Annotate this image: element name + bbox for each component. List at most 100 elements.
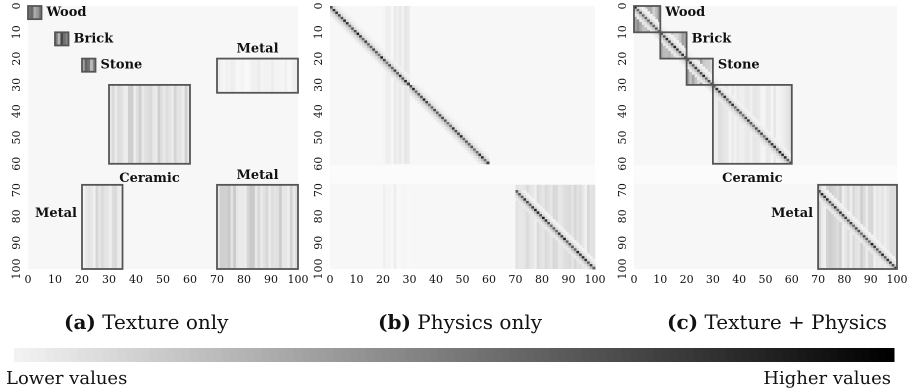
near-diagonal-cell bbox=[847, 224, 850, 228]
near-diagonal-cell bbox=[563, 245, 567, 249]
near-diagonal-cell bbox=[670, 34, 674, 38]
near-diagonal-cell bbox=[647, 21, 651, 25]
near-diagonal-cell bbox=[454, 137, 458, 141]
near-diagonal-cell bbox=[361, 29, 365, 33]
near-diagonal-cell bbox=[847, 221, 850, 225]
near-diagonal-cell bbox=[754, 119, 758, 123]
near-diagonal-cell bbox=[446, 113, 450, 117]
diagonal-cell bbox=[563, 237, 567, 241]
heatmap-cell-stripe bbox=[584, 184, 588, 269]
near-diagonal-cell bbox=[364, 34, 368, 38]
diagonal-cell bbox=[652, 24, 656, 28]
near-diagonal-cell bbox=[778, 153, 782, 157]
colorbar-step bbox=[222, 348, 231, 362]
near-diagonal-cell bbox=[849, 229, 853, 233]
near-diagonal-cell bbox=[770, 134, 774, 138]
near-diagonal-cell bbox=[544, 216, 548, 220]
near-diagonal-cell bbox=[438, 108, 442, 112]
heatmap-cell-stripe bbox=[712, 84, 716, 164]
near-diagonal-cell bbox=[773, 140, 777, 144]
diagonal-cell bbox=[639, 11, 643, 15]
near-diagonal-cell bbox=[783, 158, 787, 162]
near-diagonal-cell bbox=[446, 129, 450, 133]
heatmap-cell-stripe bbox=[98, 184, 102, 269]
heatmap-cell-stripe bbox=[222, 58, 226, 93]
near-diagonal-cell bbox=[406, 79, 410, 83]
diagonal-cell bbox=[770, 142, 774, 146]
near-diagonal-cell bbox=[383, 53, 386, 57]
diagonal-cell bbox=[345, 21, 350, 25]
near-diagonal-cell bbox=[340, 13, 344, 17]
near-diagonal-cell bbox=[783, 161, 787, 165]
colorbar-step bbox=[446, 348, 455, 362]
heatmap-cell-stripe bbox=[839, 184, 843, 269]
near-diagonal-cell bbox=[544, 226, 548, 230]
near-diagonal-cell bbox=[757, 134, 761, 138]
diagonal-cell bbox=[414, 90, 418, 94]
near-diagonal-cell bbox=[571, 253, 575, 257]
near-diagonal-cell bbox=[433, 100, 437, 104]
near-diagonal-cell bbox=[889, 266, 893, 270]
near-diagonal-cell bbox=[878, 245, 882, 249]
near-diagonal-cell bbox=[828, 197, 832, 201]
near-diagonal-cell bbox=[773, 142, 777, 146]
x-tick-label: 60 bbox=[785, 273, 799, 286]
colorbar-step bbox=[750, 348, 759, 362]
diagonal-cell bbox=[852, 224, 856, 228]
near-diagonal-cell bbox=[465, 142, 469, 146]
near-diagonal-cell bbox=[361, 40, 365, 44]
colorbar-step bbox=[422, 348, 431, 362]
near-diagonal-cell bbox=[657, 32, 661, 36]
near-diagonal-cell bbox=[710, 84, 714, 88]
near-diagonal-cell bbox=[406, 77, 410, 80]
near-diagonal-cell bbox=[372, 40, 376, 44]
near-diagonal-cell bbox=[702, 82, 706, 86]
heatmap-cell-stripe bbox=[271, 184, 274, 269]
near-diagonal-cell bbox=[396, 77, 400, 80]
x-tick-label: 90 bbox=[562, 273, 576, 286]
diagonal-cell bbox=[883, 255, 887, 259]
near-diagonal-cell bbox=[451, 121, 455, 125]
near-diagonal-cell bbox=[883, 261, 887, 265]
near-diagonal-cell bbox=[581, 261, 585, 265]
colorbar-step bbox=[190, 348, 199, 362]
diagonal-cell bbox=[699, 71, 703, 75]
heatmap-cell-stripe bbox=[870, 184, 874, 269]
near-diagonal-cell bbox=[428, 95, 431, 99]
near-diagonal-cell bbox=[857, 226, 861, 230]
near-diagonal-cell bbox=[702, 69, 706, 73]
heatmap-cell-stripe bbox=[825, 184, 829, 269]
near-diagonal-cell bbox=[639, 16, 643, 20]
heatmap-cell-stripe bbox=[284, 58, 288, 93]
x-tick-label: 70 bbox=[509, 273, 523, 286]
heatmap-cell-stripe bbox=[683, 32, 687, 59]
near-diagonal-cell bbox=[712, 77, 716, 80]
near-diagonal-cell bbox=[844, 211, 848, 215]
near-diagonal-cell bbox=[657, 27, 661, 30]
near-diagonal-cell bbox=[454, 121, 458, 125]
near-diagonal-cell bbox=[860, 240, 864, 243]
near-diagonal-cell bbox=[655, 21, 658, 25]
cluster-label: Ceramic bbox=[722, 171, 783, 186]
near-diagonal-cell bbox=[412, 95, 416, 99]
near-diagonal-cell bbox=[367, 34, 371, 38]
near-diagonal-cell bbox=[860, 237, 864, 241]
x-tick-label: 0 bbox=[327, 273, 334, 286]
near-diagonal-cell bbox=[364, 32, 368, 36]
near-diagonal-cell bbox=[694, 61, 698, 65]
near-diagonal-cell bbox=[451, 132, 455, 136]
heatmap-cell-stripe bbox=[219, 58, 223, 93]
y-tick-label: 10 bbox=[616, 25, 629, 39]
near-diagonal-cell bbox=[841, 208, 845, 212]
diagonal-cell bbox=[689, 61, 693, 65]
heatmap-cell-stripe bbox=[828, 184, 832, 269]
colorbar-step bbox=[46, 348, 55, 362]
near-diagonal-cell bbox=[891, 258, 895, 262]
near-diagonal-cell bbox=[398, 69, 402, 73]
near-diagonal-cell bbox=[731, 105, 735, 109]
near-diagonal-cell bbox=[332, 16, 336, 20]
heatmap-cell-stripe bbox=[92, 58, 96, 72]
colorbar-step bbox=[182, 348, 191, 362]
near-diagonal-cell bbox=[576, 247, 580, 251]
near-diagonal-cell bbox=[686, 55, 690, 59]
